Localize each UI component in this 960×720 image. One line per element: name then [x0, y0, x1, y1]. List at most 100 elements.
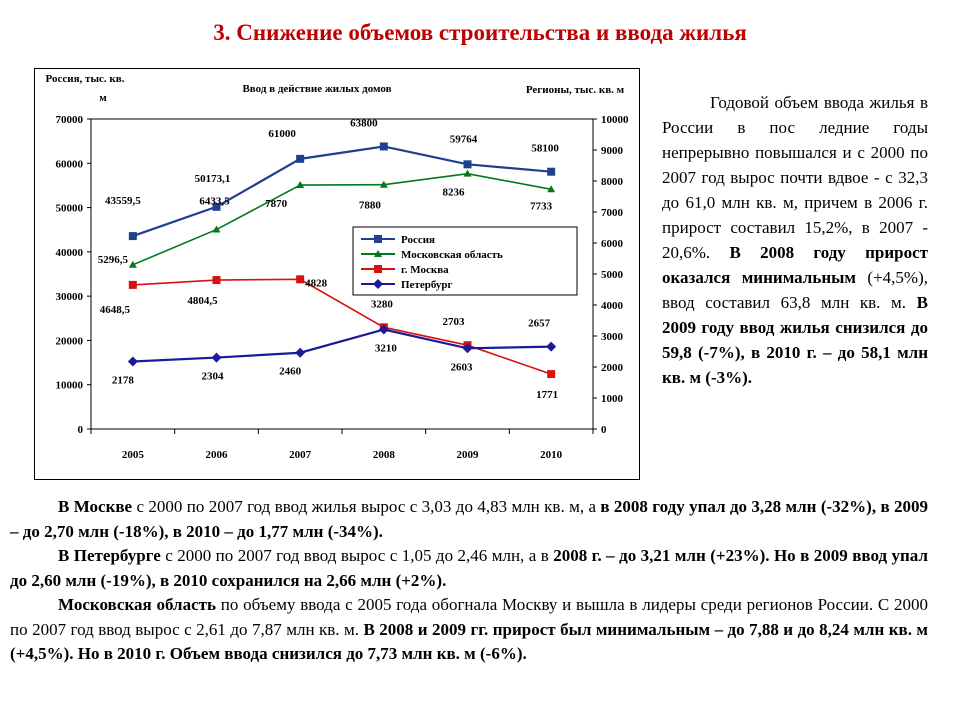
slide-title: 3. Снижение объемов строительства и ввод… [213, 20, 747, 45]
series-line [132, 172, 552, 266]
moscow-region-heading: Московская область [58, 595, 216, 614]
x-tick-label: 2006 [206, 449, 229, 461]
summary-text-part1: Годовой объем ввода жилья в России в пос… [662, 93, 928, 262]
legend: Россия Московская область г. Москва Петербу… [352, 226, 578, 296]
series-3: 2178 2304 2460 3210 2603 2657 [112, 318, 557, 386]
data-point [296, 275, 305, 284]
data-label: 3280 [371, 298, 394, 310]
left-tick-label: 0 [78, 424, 84, 436]
data-point [128, 260, 137, 268]
series-layer: 43559,5 50173,1 61000 63800 59764 58100 5296,5… [98, 117, 560, 401]
series-2: 4648,5 4804,5 4828 3280 2703 1771 [100, 275, 558, 401]
x-tick-label: 2008 [373, 449, 396, 461]
x-tick-label: 2007 [289, 449, 312, 461]
series-line [132, 278, 552, 375]
data-label: 3210 [375, 342, 398, 354]
x-tick-label: 2010 [540, 449, 563, 461]
legend-label: Московская область [401, 249, 503, 261]
data-label: 43559,5 [105, 195, 141, 207]
legend-label: Россия [401, 234, 435, 246]
y-left-label-line1: Россия, тыс. кв. [46, 73, 125, 85]
moscow-paragraph: В Москве с 2000 по 2007 год ввод жилья в… [10, 495, 928, 544]
data-point [374, 235, 382, 243]
data-label: 63800 [350, 117, 378, 129]
data-label: 4828 [305, 277, 328, 289]
right-tick-label: 8000 [601, 176, 624, 188]
spb-highlight: 2008 г. – до 3,21 млн (+23%). Но в 2009 … [10, 546, 928, 590]
data-point [379, 142, 388, 151]
data-label: 2304 [202, 371, 225, 383]
data-label: 2657 [528, 318, 551, 330]
data-point [128, 280, 137, 289]
series-line [132, 145, 552, 238]
data-point [379, 180, 388, 188]
moscow-region-highlight: В 2008 и 2009 гг. прирост был минимальны… [10, 619, 928, 664]
left-tick-label: 70000 [56, 114, 84, 126]
data-point [378, 324, 389, 335]
data-point [127, 356, 138, 367]
data-point [547, 370, 556, 379]
right-axis-ticks: 0 1000 2000 3000 4000 5000 6000 7000 8000 9000 100… [593, 114, 629, 436]
left-tick-label: 30000 [56, 291, 84, 303]
left-tick-label: 50000 [56, 203, 84, 215]
moscow-heading: В Москве [58, 497, 133, 516]
data-label: 7733 [530, 200, 553, 212]
right-tick-label: 5000 [601, 269, 624, 281]
data-point [546, 341, 557, 352]
data-label: 61000 [268, 128, 296, 140]
left-tick-label: 40000 [56, 247, 84, 259]
data-point [463, 169, 472, 177]
data-point [212, 225, 221, 233]
data-point [373, 279, 383, 289]
series-line [132, 328, 552, 363]
chart-title: Ввод в действие жилых домов [242, 83, 391, 95]
y-right-label: Регионы, тыс. кв. м [526, 84, 625, 96]
data-label: 59764 [450, 133, 478, 145]
data-point [547, 185, 556, 193]
right-tick-label: 6000 [601, 238, 624, 250]
data-label: 50173,1 [195, 173, 231, 185]
data-label: 1771 [536, 389, 558, 401]
right-tick-label: 3000 [601, 331, 624, 343]
data-label: 2460 [279, 366, 302, 378]
regional-text: В Москве с 2000 по 2007 год ввод жилья в… [10, 495, 928, 667]
left-tick-label: 20000 [56, 335, 84, 347]
data-point [374, 265, 382, 273]
data-label: 7880 [359, 200, 382, 212]
data-point [212, 276, 221, 285]
data-label: 2603 [451, 361, 474, 373]
data-point [296, 154, 305, 163]
data-label: 8236 [443, 187, 466, 199]
spb-text: с 2000 по 2007 год ввод вырос с 1,05 до … [160, 546, 554, 565]
data-label: 6433,5 [199, 196, 230, 208]
series-1: 5296,5 6433,5 7870 7880 8236 7733 [98, 169, 556, 268]
data-point [463, 160, 472, 169]
right-tick-label: 10000 [601, 114, 629, 126]
moscow-text: с 2000 по 2007 год ввод жилья вырос с 3,… [132, 497, 601, 516]
data-label: 5296,5 [98, 254, 129, 266]
summary-text: Годовой объем ввода жилья в России в пос… [662, 90, 928, 390]
left-tick-label: 60000 [56, 158, 84, 170]
left-axis-ticks: 0 10000 20000 30000 40000 50000 60000 70000 [56, 114, 91, 436]
moscow-region-text: по объему ввода с 2005 года обогнала Мос… [10, 595, 928, 639]
data-label: 4648,5 [100, 304, 131, 316]
data-label: 2703 [443, 316, 466, 328]
summary-text-part2: (+4,5%), ввод составил 63,8 млн кв. м. [662, 268, 928, 312]
data-point [462, 343, 473, 354]
right-tick-label: 4000 [601, 300, 624, 312]
x-tick-label: 2005 [122, 449, 145, 461]
summary-text-bold1: В 2008 году прирост оказался минимальным [662, 243, 928, 287]
summary-text-bold2: В 2009 году ввод жилья снизился до 59,8 … [662, 293, 928, 387]
legend-label: г. Москва [401, 264, 449, 276]
left-tick-label: 10000 [56, 380, 84, 392]
data-point [128, 232, 137, 241]
right-tick-label: 1000 [601, 393, 624, 405]
spb-paragraph: В Петербурге с 2000 по 2007 год ввод выр… [10, 544, 928, 593]
right-tick-label: 9000 [601, 145, 624, 157]
series-0: 43559,5 50173,1 61000 63800 59764 58100 [105, 117, 559, 241]
line-chart: Россия, тыс. кв. м Ввод в действие жилых… [46, 73, 629, 461]
spb-heading: В Петербурге [58, 546, 161, 565]
data-point [295, 347, 306, 358]
right-tick-label: 2000 [601, 362, 624, 374]
data-label: 58100 [531, 143, 559, 155]
